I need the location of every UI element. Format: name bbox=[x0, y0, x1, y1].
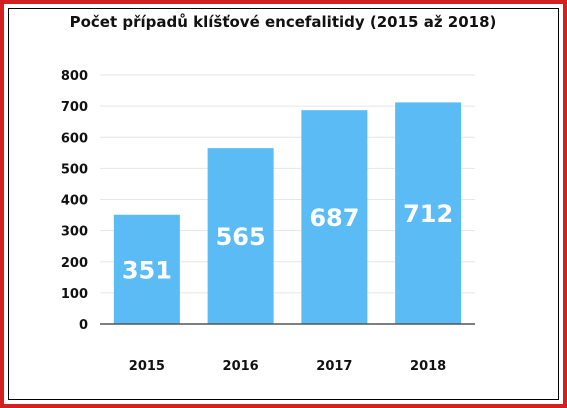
y-tick-label: 700 bbox=[61, 100, 88, 115]
bar-2015 bbox=[113, 214, 180, 324]
y-tick-label: 100 bbox=[61, 287, 88, 302]
x-tick-label: 2017 bbox=[316, 359, 352, 374]
chart-panel bbox=[8, 8, 559, 400]
y-axis-ticks: 0 100 200 300 400 500 600 700 800 bbox=[61, 69, 88, 333]
x-axis-ticks: 2015 2016 2017 2018 bbox=[129, 359, 446, 374]
y-tick-label: 400 bbox=[61, 194, 88, 209]
bar-2017 bbox=[301, 110, 368, 324]
x-tick-label: 2018 bbox=[410, 359, 446, 374]
y-tick-label: 200 bbox=[61, 256, 88, 271]
y-tick-label: 300 bbox=[61, 225, 88, 240]
data-label: 687 bbox=[309, 204, 359, 232]
data-label: 565 bbox=[216, 223, 266, 251]
y-tick-label: 800 bbox=[61, 69, 88, 84]
bar-2018 bbox=[395, 102, 462, 324]
y-tick-label: 0 bbox=[79, 318, 88, 333]
x-tick-label: 2016 bbox=[223, 359, 259, 374]
chart-title: Počet případů klíšťové encefalitidy (201… bbox=[70, 13, 497, 31]
bars bbox=[113, 102, 462, 324]
y-tick-label: 600 bbox=[61, 131, 88, 146]
y-tick-label: 500 bbox=[61, 162, 88, 177]
data-label: 712 bbox=[403, 200, 453, 228]
x-tick-label: 2015 bbox=[129, 359, 165, 374]
bar-2016 bbox=[207, 148, 274, 324]
data-labels: 351 565 687 712 bbox=[122, 200, 453, 284]
data-label: 351 bbox=[122, 256, 172, 284]
